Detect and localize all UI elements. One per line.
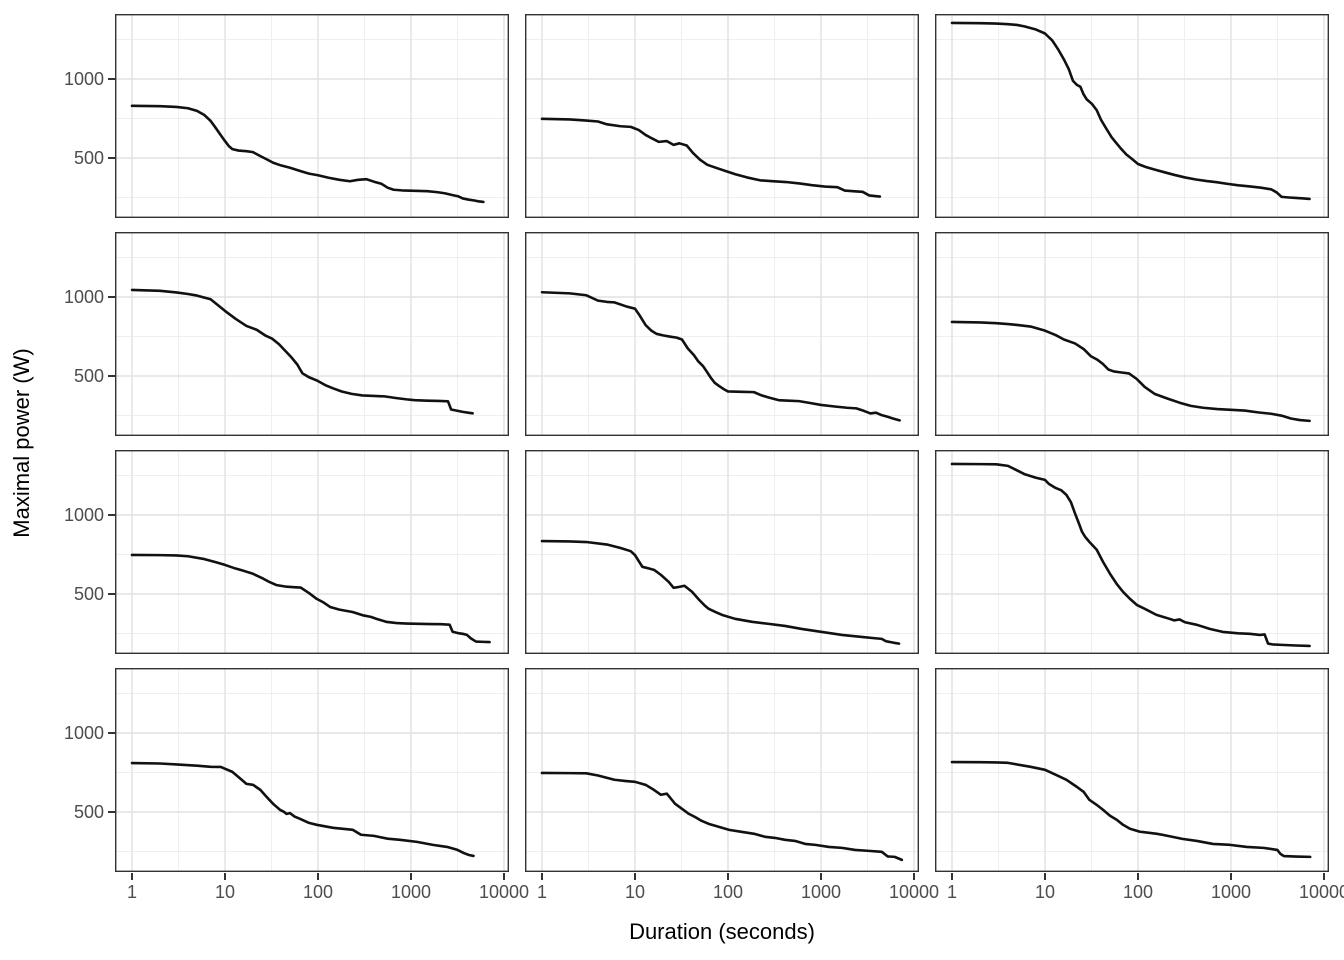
panel-plot-area bbox=[935, 668, 1329, 872]
panel-plot-area bbox=[525, 668, 919, 872]
facet-panel-row4-col2 bbox=[525, 668, 919, 872]
facet-panel-row1-col2 bbox=[525, 14, 919, 218]
y-tick-label: 1000 bbox=[63, 287, 104, 307]
y-tick-label: 1000 bbox=[63, 505, 104, 525]
y-tick-mark bbox=[108, 811, 115, 813]
power-curve bbox=[950, 320, 1311, 423]
x-tick-mark bbox=[1230, 873, 1232, 880]
panel-plot-area bbox=[115, 450, 509, 654]
x-tick-mark bbox=[1137, 873, 1139, 880]
power-curve bbox=[540, 290, 901, 422]
x-tick-mark bbox=[634, 873, 636, 880]
x-tick-mark bbox=[224, 873, 226, 880]
power-curve bbox=[540, 771, 904, 862]
x-tick-mark bbox=[727, 873, 729, 880]
power-curve bbox=[130, 104, 485, 204]
y-tick-label: 500 bbox=[73, 584, 104, 604]
power-curve bbox=[540, 117, 882, 198]
x-tick-label: 10000 bbox=[1298, 882, 1344, 902]
panel-plot-area bbox=[115, 232, 509, 436]
x-tick-mark bbox=[131, 873, 133, 880]
y-tick-label: 500 bbox=[73, 802, 104, 822]
facet-panel-row2-col3 bbox=[935, 232, 1329, 436]
power-curve bbox=[950, 21, 1311, 201]
panel-plot-area bbox=[115, 14, 509, 218]
panel-plot-area bbox=[525, 232, 919, 436]
power-curve bbox=[130, 553, 491, 644]
x-axis-title: Duration (seconds) bbox=[629, 919, 815, 944]
x-tick-label: 100 bbox=[302, 882, 334, 902]
x-tick-mark bbox=[913, 873, 915, 880]
power-curve bbox=[950, 462, 1311, 648]
facet-panel-row3-col3 bbox=[935, 450, 1329, 654]
facet-panel-row1-col3 bbox=[935, 14, 1329, 218]
x-tick-mark bbox=[1044, 873, 1046, 880]
panel-plot-area bbox=[935, 450, 1329, 654]
x-tick-mark bbox=[951, 873, 953, 880]
x-tick-label: 100 bbox=[1122, 882, 1154, 902]
facet-panel-row1-col1 bbox=[115, 14, 509, 218]
facet-panel-row3-col1 bbox=[115, 450, 509, 654]
y-tick-mark bbox=[108, 78, 115, 80]
x-tick-label: 1000 bbox=[1210, 882, 1252, 902]
y-tick-mark bbox=[108, 375, 115, 377]
x-tick-mark bbox=[820, 873, 822, 880]
panel-plot-area bbox=[525, 450, 919, 654]
y-tick-mark bbox=[108, 593, 115, 595]
x-tick-label: 1000 bbox=[800, 882, 842, 902]
power-curve bbox=[540, 539, 901, 645]
facet-panel-row3-col2 bbox=[525, 450, 919, 654]
x-tick-label: 1 bbox=[536, 882, 547, 902]
x-tick-mark bbox=[317, 873, 319, 880]
panel-plot-area bbox=[525, 14, 919, 218]
power-curve bbox=[950, 760, 1312, 859]
panel-plot-area bbox=[935, 232, 1329, 436]
x-tick-mark bbox=[541, 873, 543, 880]
x-tick-label: 10 bbox=[624, 882, 646, 902]
facet-panel-row2-col1 bbox=[115, 232, 509, 436]
x-tick-mark bbox=[1323, 873, 1325, 880]
facet-panel-row2-col2 bbox=[525, 232, 919, 436]
y-tick-mark bbox=[108, 732, 115, 734]
panel-plot-area bbox=[935, 14, 1329, 218]
y-tick-label: 1000 bbox=[63, 723, 104, 743]
y-tick-label: 1000 bbox=[63, 69, 104, 89]
facet-panel-row4-col1 bbox=[115, 668, 509, 872]
x-tick-label: 10 bbox=[214, 882, 236, 902]
x-tick-mark bbox=[410, 873, 412, 880]
y-tick-label: 500 bbox=[73, 148, 104, 168]
facet-panel-row4-col3 bbox=[935, 668, 1329, 872]
x-tick-label: 1000 bbox=[390, 882, 432, 902]
y-tick-mark bbox=[108, 296, 115, 298]
x-tick-label: 10000 bbox=[478, 882, 530, 902]
power-curve bbox=[130, 761, 475, 858]
x-tick-label: 1 bbox=[946, 882, 957, 902]
x-tick-label: 10 bbox=[1034, 882, 1056, 902]
y-tick-mark bbox=[108, 514, 115, 516]
x-tick-label: 100 bbox=[712, 882, 744, 902]
y-tick-label: 500 bbox=[73, 366, 104, 386]
x-tick-mark bbox=[503, 873, 505, 880]
y-tick-mark bbox=[108, 157, 115, 159]
x-tick-label: 10000 bbox=[888, 882, 940, 902]
x-tick-label: 1 bbox=[126, 882, 137, 902]
power-curve bbox=[130, 288, 474, 415]
panel-plot-area bbox=[115, 668, 509, 872]
